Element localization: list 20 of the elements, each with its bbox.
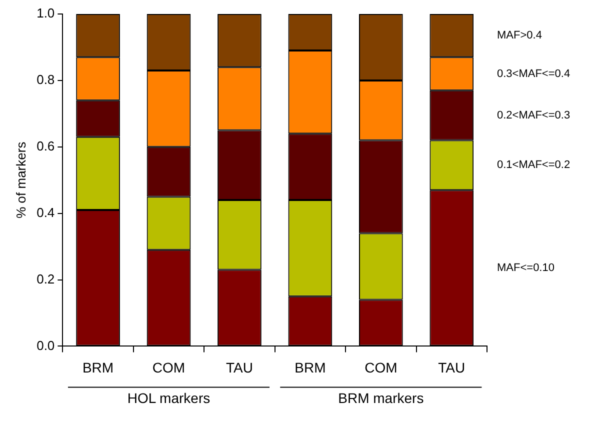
x-tick-label: TAU	[438, 359, 466, 376]
y-tick-label: 0.2	[36, 271, 55, 286]
x-tick-label: COM	[152, 359, 186, 376]
y-tick-label: 0.8	[36, 72, 55, 88]
y-tick-label: 0.6	[36, 138, 55, 154]
text: MAF<=0.10	[497, 262, 554, 274]
y-tick-label: 1.0	[36, 6, 55, 21]
text: 0.3<MAF<=0.4	[497, 68, 570, 80]
text: 0.2<MAF<=0.3	[497, 109, 570, 122]
y-axis-title: % of markers	[13, 141, 28, 218]
x-tick-label: BRM	[82, 359, 114, 376]
text: BRM markers	[338, 390, 424, 406]
x-tick-label: BRM	[294, 359, 326, 376]
x-tick-label: COM	[364, 359, 398, 376]
text: MAF>0.4	[497, 30, 542, 42]
text: 0.1<MAF<=0.2	[497, 159, 570, 172]
y-tick-label: 0.0	[36, 338, 55, 353]
x-tick-label: TAU	[226, 359, 253, 376]
text: HOL markers	[127, 390, 210, 406]
y-tick-label: 0.4	[36, 204, 55, 220]
